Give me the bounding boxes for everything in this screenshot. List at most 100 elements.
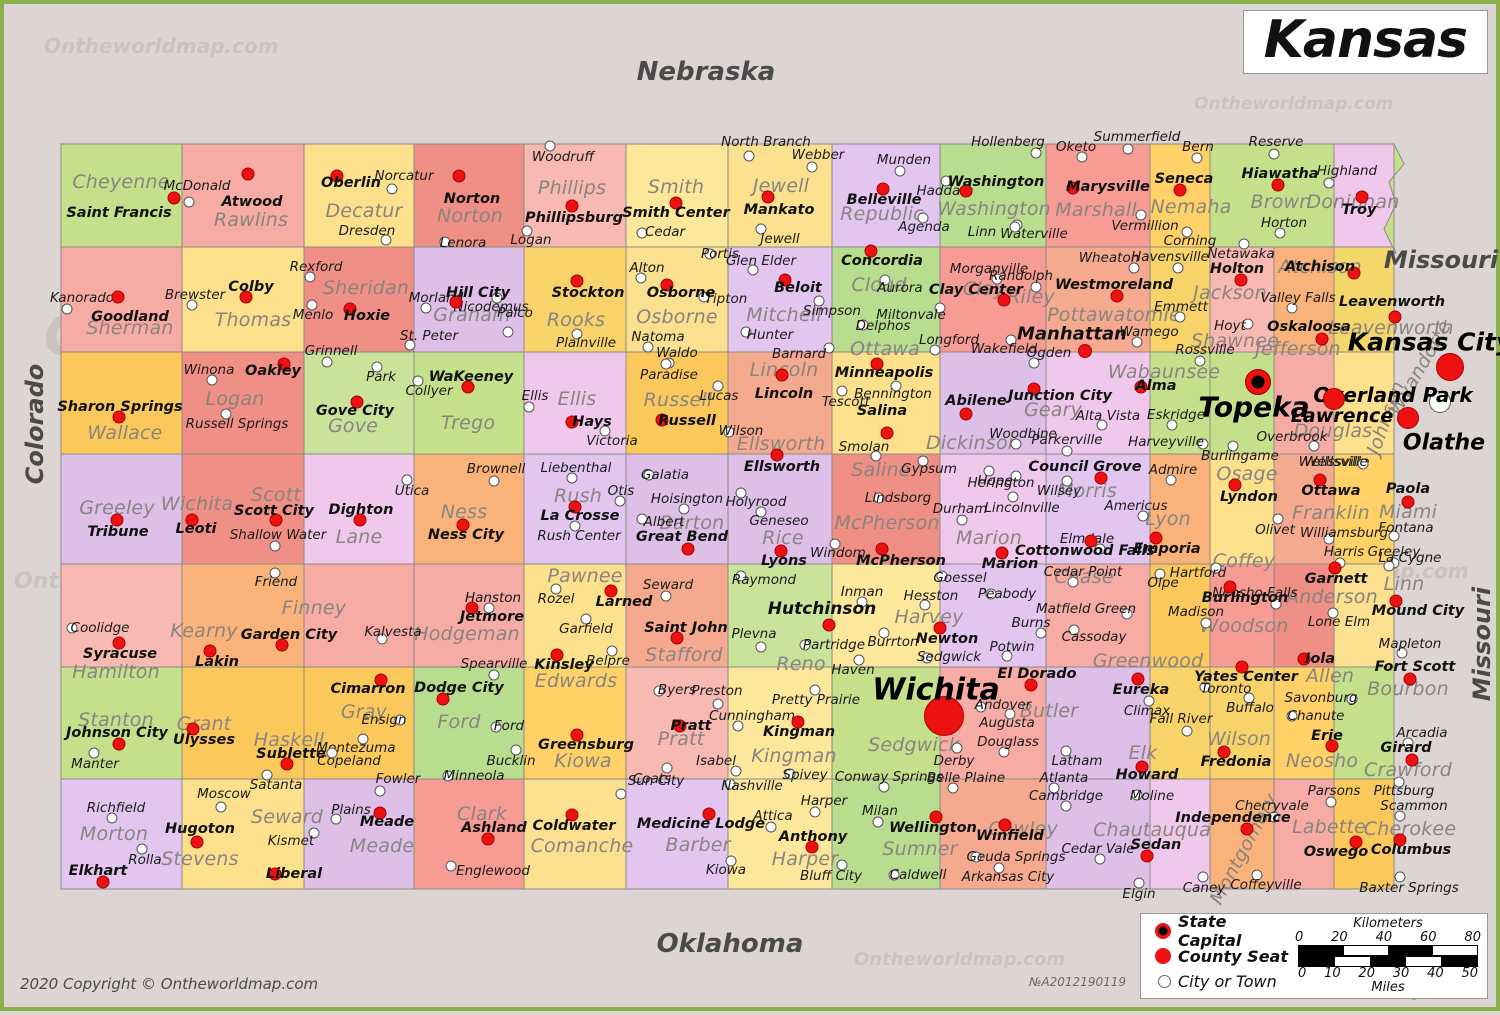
city-or-town-dot[interactable] [1030, 281, 1042, 293]
county-seat-dot[interactable] [449, 295, 463, 309]
county-seat-dot[interactable] [239, 290, 253, 304]
city-or-town-dot[interactable] [732, 720, 744, 732]
city-or-town-dot[interactable] [1323, 177, 1335, 189]
city-or-town-dot[interactable] [698, 291, 710, 303]
county-seat-dot[interactable] [1297, 652, 1311, 666]
county-seat-dot[interactable] [1235, 660, 1249, 674]
county-seat-dot[interactable] [1403, 672, 1417, 686]
city-or-town-dot[interactable] [1005, 334, 1017, 346]
county-area[interactable] [303, 246, 415, 353]
county-seat-dot[interactable] [822, 618, 836, 632]
city-or-town-dot[interactable] [829, 538, 841, 550]
city-or-town-dot[interactable] [1274, 227, 1286, 239]
county-area[interactable] [1273, 453, 1335, 565]
city-or-town-dot[interactable] [755, 641, 767, 653]
city-or-town-dot[interactable] [1286, 302, 1298, 314]
city-or-town-dot[interactable] [929, 344, 941, 356]
county-seat-dot[interactable] [875, 542, 889, 556]
city-or-town-dot[interactable] [975, 701, 987, 713]
city-or-town-dot[interactable] [1325, 796, 1337, 808]
county-seat-dot[interactable] [1234, 273, 1248, 287]
city-or-town-dot[interactable] [306, 299, 318, 311]
county-seat-dot[interactable] [436, 692, 450, 706]
city-or-town-dot[interactable] [502, 326, 514, 338]
city-or-town-dot[interactable] [1199, 681, 1211, 693]
city-or-town-dot[interactable] [371, 361, 383, 373]
city-or-town-dot[interactable] [784, 768, 796, 780]
county-area[interactable] [1333, 453, 1395, 565]
county-seat-dot[interactable] [112, 636, 126, 650]
county-seat-dot[interactable] [1389, 594, 1403, 608]
county-area[interactable] [625, 778, 729, 890]
city-or-town-dot[interactable] [1327, 607, 1339, 619]
city-or-town-dot[interactable] [1060, 800, 1072, 812]
county-seat-dot[interactable] [456, 518, 470, 532]
county-area[interactable] [831, 563, 941, 668]
city-or-town-dot[interactable] [1402, 737, 1414, 749]
county-seat-dot[interactable] [565, 415, 579, 429]
city-or-town-dot[interactable] [823, 342, 835, 354]
county-seat-dot[interactable] [604, 584, 618, 598]
city-or-town-dot[interactable] [136, 843, 148, 855]
county-seat-dot[interactable] [1131, 672, 1145, 686]
county-area[interactable] [939, 351, 1047, 455]
county-seat-dot[interactable] [959, 407, 973, 421]
county-seat-dot[interactable] [1078, 344, 1092, 358]
city-or-town-dot[interactable] [879, 274, 891, 286]
city-or-town-dot[interactable] [1010, 438, 1022, 450]
city-or-town-dot[interactable] [269, 567, 281, 579]
county-seat-dot[interactable] [111, 290, 125, 304]
city-or-town-dot[interactable] [970, 851, 982, 863]
county-area[interactable] [1209, 143, 1335, 248]
county-area[interactable] [303, 563, 415, 668]
city-or-town-dot[interactable] [1200, 617, 1212, 629]
county-area[interactable] [60, 778, 183, 890]
county-seat-dot[interactable] [330, 169, 344, 183]
county-area[interactable] [939, 143, 1047, 248]
county-seat-dot[interactable] [1328, 561, 1342, 575]
county-area[interactable] [727, 563, 833, 668]
city-or-town-dot[interactable] [580, 613, 592, 625]
county-seat-dot[interactable] [778, 273, 792, 287]
county-seat-dot[interactable] [1110, 289, 1124, 303]
city-or-town-dot[interactable] [523, 401, 535, 413]
city-or-town-dot[interactable] [1172, 262, 1184, 274]
city-or-town-dot[interactable] [947, 782, 959, 794]
county-area[interactable] [1045, 666, 1151, 780]
county-area[interactable] [1383, 143, 1405, 255]
city-or-town-dot[interactable] [1133, 877, 1145, 889]
city-or-town-dot[interactable] [488, 475, 500, 487]
county-area[interactable] [727, 143, 833, 248]
city-or-town-dot[interactable] [836, 385, 848, 397]
city-or-town-dot[interactable] [442, 770, 454, 782]
city-or-town-dot[interactable] [326, 747, 338, 759]
city-or-town-dot[interactable] [106, 812, 118, 824]
county-seat-dot[interactable] [1405, 753, 1419, 767]
major-city-dot[interactable] [1397, 407, 1419, 429]
county-seat-dot[interactable] [761, 190, 775, 204]
city-or-town-dot[interactable] [521, 225, 533, 237]
city-or-town-dot[interactable] [1009, 221, 1021, 233]
city-or-town-dot[interactable] [186, 299, 198, 311]
county-seat-dot[interactable] [1134, 380, 1148, 394]
city-or-town-dot[interactable] [571, 328, 583, 340]
city-or-town-dot[interactable] [1048, 782, 1060, 794]
county-area[interactable] [727, 778, 833, 890]
county-seat-dot[interactable] [770, 448, 784, 462]
city-or-town-dot[interactable] [724, 778, 736, 790]
county-seat-dot[interactable] [568, 500, 582, 514]
city-or-town-dot[interactable] [747, 264, 759, 276]
city-or-town-dot[interactable] [765, 821, 777, 833]
county-seat-dot[interactable] [550, 648, 564, 662]
county-seat-dot[interactable] [1313, 473, 1327, 487]
city-or-town-dot[interactable] [809, 806, 821, 818]
city-or-town-dot[interactable] [1238, 238, 1250, 250]
county-seat-dot[interactable] [481, 832, 495, 846]
county-area[interactable] [413, 453, 525, 565]
city-or-town-dot[interactable] [490, 721, 502, 733]
county-seat-dot[interactable] [167, 191, 181, 205]
city-or-town-dot[interactable] [735, 570, 747, 582]
county-seat-dot[interactable] [1024, 678, 1038, 692]
county-area[interactable] [1209, 666, 1275, 780]
city-or-town-dot[interactable] [661, 762, 673, 774]
